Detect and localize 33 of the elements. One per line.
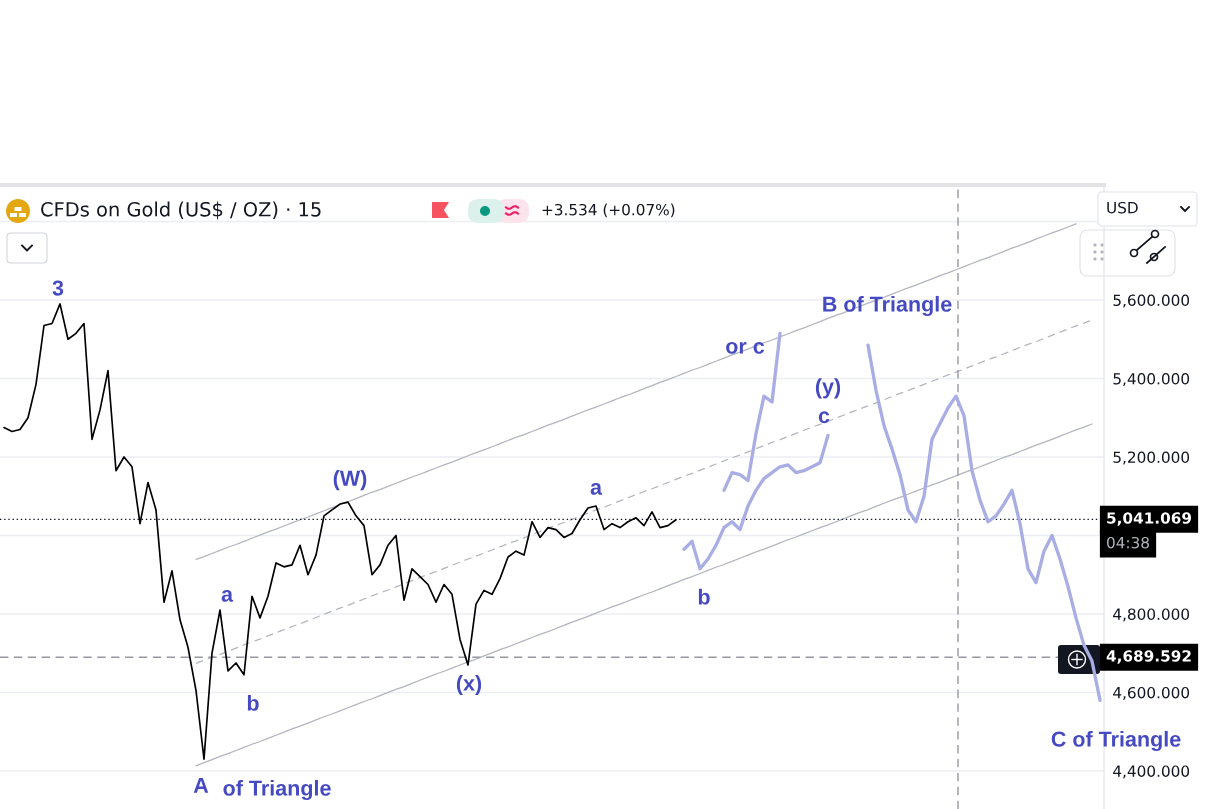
y-tick-label: 5,200.000 — [1113, 451, 1190, 465]
annotation: B of Triangle — [823, 295, 952, 317]
annotation: or c — [726, 341, 765, 354]
annotation: (W) — [333, 470, 367, 491]
text: 04:38 — [1107, 536, 1149, 549]
line-series — [3, 303, 677, 760]
line-series — [682, 433, 830, 571]
line-series — [195, 423, 1093, 767]
annotation: a — [590, 483, 603, 495]
y-tick-label: 5,600.000 — [1113, 294, 1190, 308]
text: CFDs on Gold (US$ / OZ) · 15 — [41, 201, 321, 220]
annotation: (y) — [815, 378, 841, 399]
y-tick-label: 4,800.000 — [1113, 608, 1190, 622]
line-series — [722, 331, 782, 492]
annotation: a — [221, 589, 234, 602]
ref-line-label: 4,689.592 — [1106, 650, 1191, 664]
line-series — [866, 343, 1102, 702]
annotation: b — [247, 694, 259, 711]
y-tick-label: 4,600.000 — [1113, 686, 1190, 701]
annotation: +3.534 (+0.07%) — [542, 203, 675, 218]
annotation: A — [193, 777, 209, 793]
y-tick-label: 5,400.000 — [1113, 372, 1190, 387]
text: USD — [1107, 201, 1138, 214]
annotation: b — [698, 588, 710, 605]
annotation: (x) — [456, 674, 482, 695]
annotation: 3 — [52, 280, 64, 296]
annotation: of Triangle — [223, 779, 331, 801]
line-series — [195, 319, 1093, 665]
annotation: C of Triangle — [1051, 730, 1181, 752]
line-series — [195, 223, 1077, 561]
ref-line-label: 5,041.069 — [1107, 512, 1192, 526]
annotation: c — [818, 411, 830, 424]
y-tick-label: 4,400.000 — [1113, 765, 1190, 779]
